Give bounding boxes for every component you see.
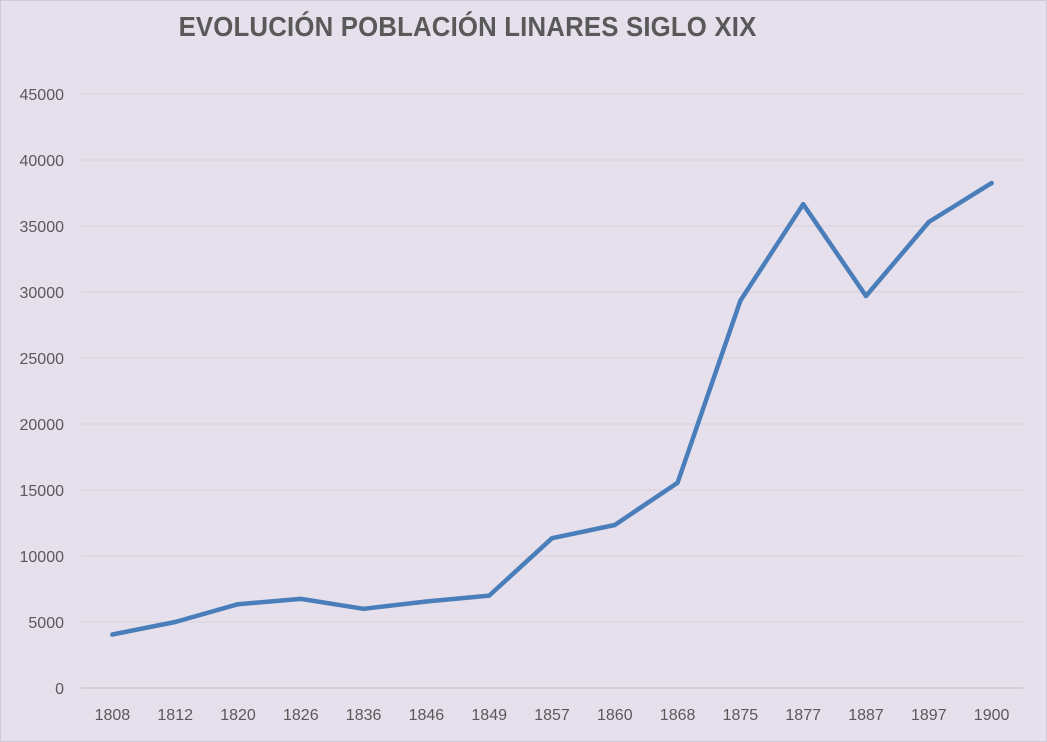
- data-point: [675, 480, 680, 485]
- chart-title: EVOLUCIÓN POBLACIÓN LINARES SIGLO XIX: [178, 11, 757, 42]
- y-tick-label: 15000: [20, 483, 65, 500]
- y-tick-labels: 0 5000 10000 15000 20000 25000 30000 35000 40000…: [20, 87, 65, 698]
- data-point: [738, 298, 743, 303]
- x-tick-label: 1887: [848, 707, 884, 724]
- y-tick-label: 30000: [20, 285, 65, 302]
- series-line: [110, 180, 994, 637]
- data-point: [424, 599, 429, 604]
- x-tick-label: 1808: [95, 707, 131, 724]
- x-tick-label: 1826: [283, 707, 319, 724]
- y-tick-label: 35000: [20, 219, 65, 236]
- x-tick-label: 1900: [974, 707, 1010, 724]
- data-point: [926, 219, 931, 225]
- y-tick-label: 10000: [20, 549, 65, 566]
- gridlines: [81, 93, 1023, 623]
- data-point: [361, 606, 366, 611]
- y-tick-label: 40000: [20, 153, 65, 170]
- data-point: [173, 619, 178, 625]
- data-point: [110, 632, 115, 637]
- data-point: [989, 180, 994, 186]
- series-layer: [110, 180, 994, 637]
- y-tick-label: 20000: [20, 417, 65, 434]
- x-tick-label: 1836: [346, 707, 382, 724]
- x-tick-label: 1897: [911, 707, 947, 724]
- y-tick-label: 45000: [20, 87, 65, 104]
- x-tick-label: 1849: [471, 707, 507, 724]
- y-tick-label: 0: [55, 681, 64, 698]
- data-point: [863, 293, 869, 299]
- x-tick-label: 1857: [534, 707, 570, 724]
- y-tick-label: 25000: [20, 351, 65, 368]
- x-tick-label: 1875: [723, 707, 759, 724]
- x-tick-label: 1820: [220, 707, 256, 724]
- x-tick-label: 1846: [409, 707, 445, 724]
- data-point: [298, 596, 303, 602]
- x-tick-label: 1860: [597, 707, 633, 724]
- data-point: [549, 535, 555, 541]
- x-tick-label: 1877: [785, 707, 821, 724]
- x-tick-labels: 1808 1812 1820 1826 1836 1846 1849 1857 1860 1868…: [95, 707, 1010, 724]
- data-point: [612, 522, 617, 528]
- y-tick-label: 5000: [28, 615, 64, 632]
- data-point: [487, 593, 492, 598]
- data-point: [235, 601, 241, 607]
- data-point: [801, 202, 806, 207]
- x-tick-label: 1812: [157, 707, 193, 724]
- x-tick-label: 1868: [660, 707, 696, 724]
